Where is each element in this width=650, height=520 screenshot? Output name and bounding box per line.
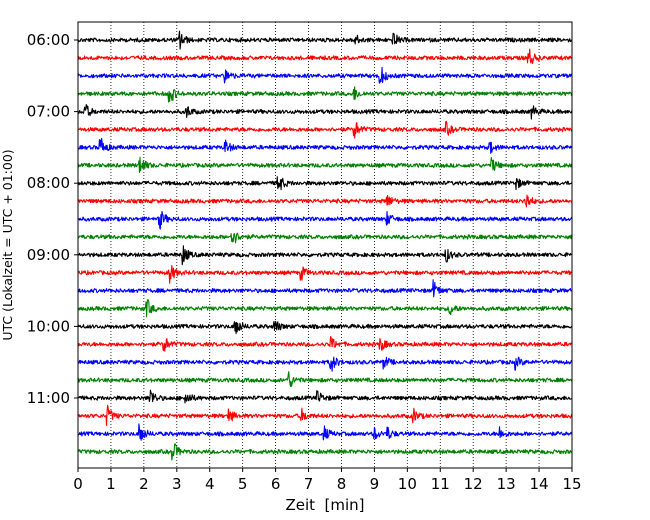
y-tick-label: 09:00: [27, 246, 70, 264]
x-tick-label: 0: [73, 475, 83, 493]
x-tick-label: 13: [497, 475, 516, 493]
x-tick-label: 14: [530, 475, 549, 493]
y-tick-label: 07:00: [27, 103, 70, 121]
y-tick-label: 06:00: [27, 31, 70, 49]
x-tick-label: 4: [205, 475, 215, 493]
trace-0915: [77, 264, 573, 284]
trace-1115: [77, 404, 573, 426]
x-tick-label: 2: [139, 475, 149, 493]
trace-0730: [77, 137, 573, 154]
trace-0900: [77, 245, 573, 266]
y-tick-label: 10:00: [27, 317, 70, 335]
x-tick-label: 9: [370, 475, 380, 493]
trace-0645: [77, 86, 573, 103]
x-gridlines: [110, 22, 540, 468]
trace-0615: [77, 48, 573, 65]
trace-1045: [77, 371, 573, 388]
trace-1145: [77, 443, 573, 461]
trace-1015: [77, 336, 573, 352]
y-axis-ticks: 06:00 07:00 08:00 09:00 10:00 11:00: [27, 31, 78, 407]
x-axis-label: Zeit [min]: [285, 496, 364, 514]
x-tick-label: 7: [304, 475, 314, 493]
trace-1130: [77, 423, 573, 441]
trace-0815: [77, 194, 573, 208]
trace-0630: [77, 66, 573, 84]
y-axis-label: UTC (Lokalzeit = UTC + 01:00): [0, 149, 15, 340]
trace-0700: [77, 104, 573, 120]
trace-0845: [77, 232, 573, 244]
y-tick-label: 08:00: [27, 174, 70, 192]
x-tick-label: 15: [562, 475, 581, 493]
plot-frame: [77, 21, 573, 469]
seismic-traces: [77, 30, 573, 461]
trace-0800: [77, 176, 573, 191]
x-tick-label: 5: [238, 475, 248, 493]
y-tick-label: 11:00: [27, 389, 70, 407]
trace-0930: [77, 279, 573, 298]
trace-0715: [77, 120, 572, 139]
x-tick-label: 12: [464, 475, 483, 493]
trace-1000: [77, 320, 573, 335]
trace-0830: [77, 210, 573, 230]
trace-0945: [77, 299, 573, 318]
x-tick-label: 1: [106, 475, 116, 493]
x-tick-label: 6: [271, 475, 281, 493]
x-tick-label: 10: [398, 475, 417, 493]
trace-1100: [77, 389, 573, 404]
trace-0745: [77, 156, 573, 174]
plot-background: [78, 22, 572, 468]
trace-0600: [77, 30, 573, 50]
x-tick-label: 3: [172, 475, 182, 493]
x-axis-ticks: 0 1 2 3 4 5 6 7 8 9 10 11 12 13 14 15: [73, 468, 582, 493]
x-tick-label: 8: [337, 475, 347, 493]
trace-1030: [77, 356, 573, 372]
x-tick-label: 11: [431, 475, 450, 493]
